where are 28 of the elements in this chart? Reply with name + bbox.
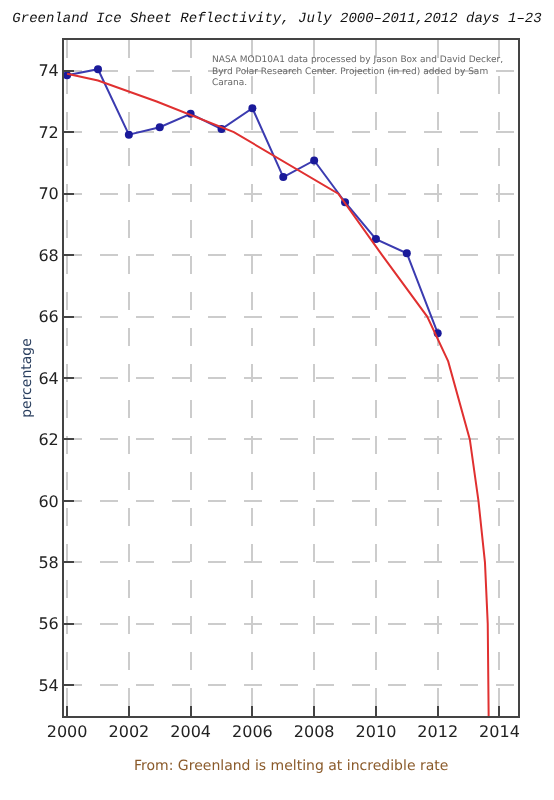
x-tick-label: 2012 [417,723,459,742]
x-tick-label: 2008 [293,723,335,742]
x-tick-label: 2002 [108,723,150,742]
y-tick-label: 70 [38,185,59,204]
point [248,104,257,113]
y-tick-label: 54 [38,676,59,695]
point [93,65,102,74]
point [155,123,164,132]
line-series [66,72,490,716]
point [371,235,380,244]
y-tick-label: 56 [38,615,59,634]
point [310,156,319,165]
x-tick-label: 2004 [170,723,211,742]
y-tick-label: 66 [38,308,59,327]
x-tick-label: 2010 [355,723,397,742]
y-tick-label: 62 [38,431,59,450]
x-tick-label: 2006 [232,723,273,742]
y-tick-label: 68 [38,246,59,265]
y-tick-label: 64 [38,369,59,388]
point [402,249,411,258]
y-tick-label: 74 [38,62,59,81]
point [124,130,133,139]
y-tick-label: 58 [38,553,59,572]
point [279,173,288,182]
y-tick-label: 72 [38,123,59,142]
y-tick-label: 60 [38,492,59,511]
x-tick-label: 2014 [479,723,520,742]
x-tick-label: 2000 [46,723,88,742]
